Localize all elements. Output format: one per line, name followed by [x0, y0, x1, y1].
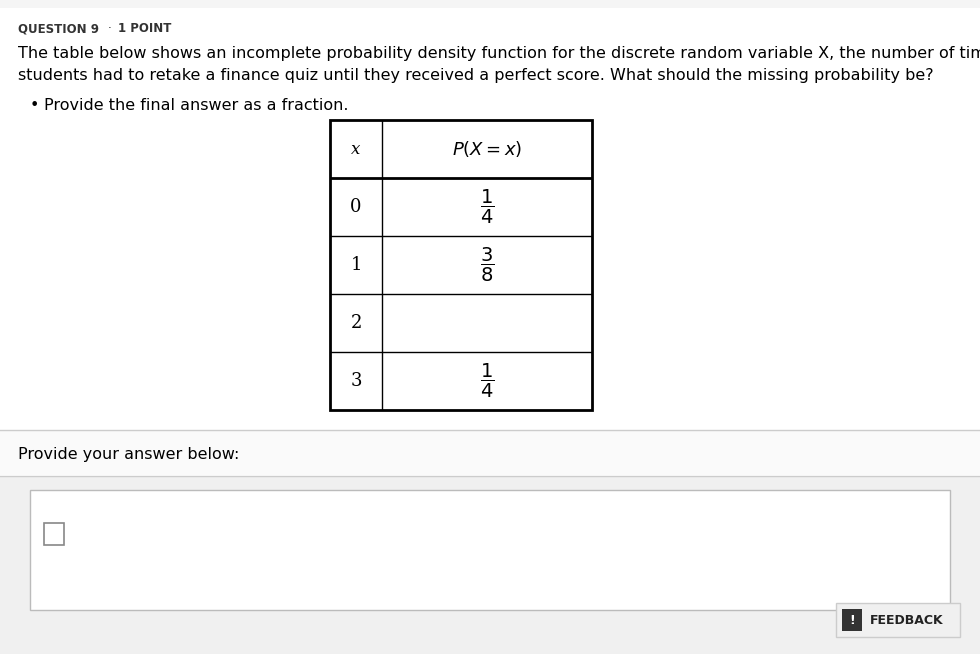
- Text: Provide your answer below:: Provide your answer below:: [18, 447, 239, 462]
- Text: The table below shows an incomplete probability density function for the discret: The table below shows an incomplete prob…: [18, 46, 980, 61]
- Bar: [44, 523, 64, 545]
- Bar: [30, 490, 950, 610]
- Bar: [842, 609, 862, 631]
- Text: 3: 3: [350, 372, 362, 390]
- Text: $P(X = x)$: $P(X = x)$: [452, 139, 522, 159]
- Text: !: !: [849, 615, 855, 627]
- Text: students had to retake a finance quiz until they received a perfect score. What : students had to retake a finance quiz un…: [18, 68, 934, 83]
- Text: ·: ·: [108, 22, 112, 35]
- Bar: [836, 603, 960, 637]
- Text: 1: 1: [350, 256, 362, 274]
- Text: 1 POINT: 1 POINT: [118, 22, 172, 35]
- Text: 2: 2: [350, 314, 362, 332]
- Bar: [0, 476, 980, 654]
- Text: •: •: [30, 98, 39, 113]
- Bar: [330, 120, 592, 410]
- Text: QUESTION 9: QUESTION 9: [18, 22, 99, 35]
- Bar: [330, 120, 592, 410]
- Bar: [0, 0, 980, 8]
- Text: Provide the final answer as a fraction.: Provide the final answer as a fraction.: [44, 98, 349, 113]
- Text: $\dfrac{1}{4}$: $\dfrac{1}{4}$: [480, 188, 494, 226]
- Text: x: x: [351, 141, 361, 158]
- Bar: [0, 430, 980, 475]
- Text: $\dfrac{1}{4}$: $\dfrac{1}{4}$: [480, 362, 494, 400]
- Text: FEEDBACK: FEEDBACK: [870, 615, 944, 627]
- Text: $\dfrac{3}{8}$: $\dfrac{3}{8}$: [480, 246, 494, 284]
- Text: 0: 0: [350, 198, 362, 216]
